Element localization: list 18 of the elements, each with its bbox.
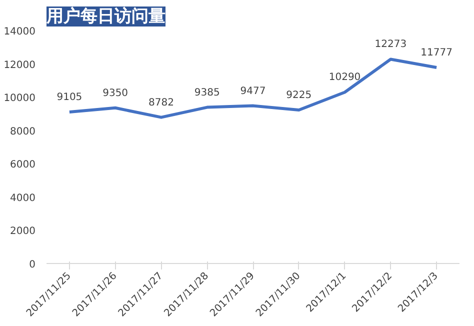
data-label: 9385 — [194, 87, 220, 98]
y-tick-label: 4000 — [10, 192, 36, 204]
data-label: 9225 — [286, 90, 312, 101]
data-label: 9105 — [56, 92, 82, 103]
data-label: 8782 — [148, 97, 174, 108]
chart-title: 用户每日访问量 — [46, 6, 166, 26]
y-tick-label: 8000 — [10, 126, 36, 138]
data-label: 11777 — [420, 47, 452, 58]
data-label: 9350 — [102, 88, 128, 99]
y-tick-label: 10000 — [4, 93, 36, 104]
data-label: 12273 — [374, 39, 407, 50]
y-tick-label: 12000 — [4, 60, 36, 71]
y-tick-label: 0 — [29, 260, 36, 270]
data-label: 9477 — [240, 86, 266, 97]
data-label: 10290 — [328, 72, 361, 84]
y-tick-label: 6000 — [10, 160, 36, 171]
y-tick-label: 14000 — [4, 26, 36, 38]
y-tick-label: 2000 — [10, 226, 36, 238]
